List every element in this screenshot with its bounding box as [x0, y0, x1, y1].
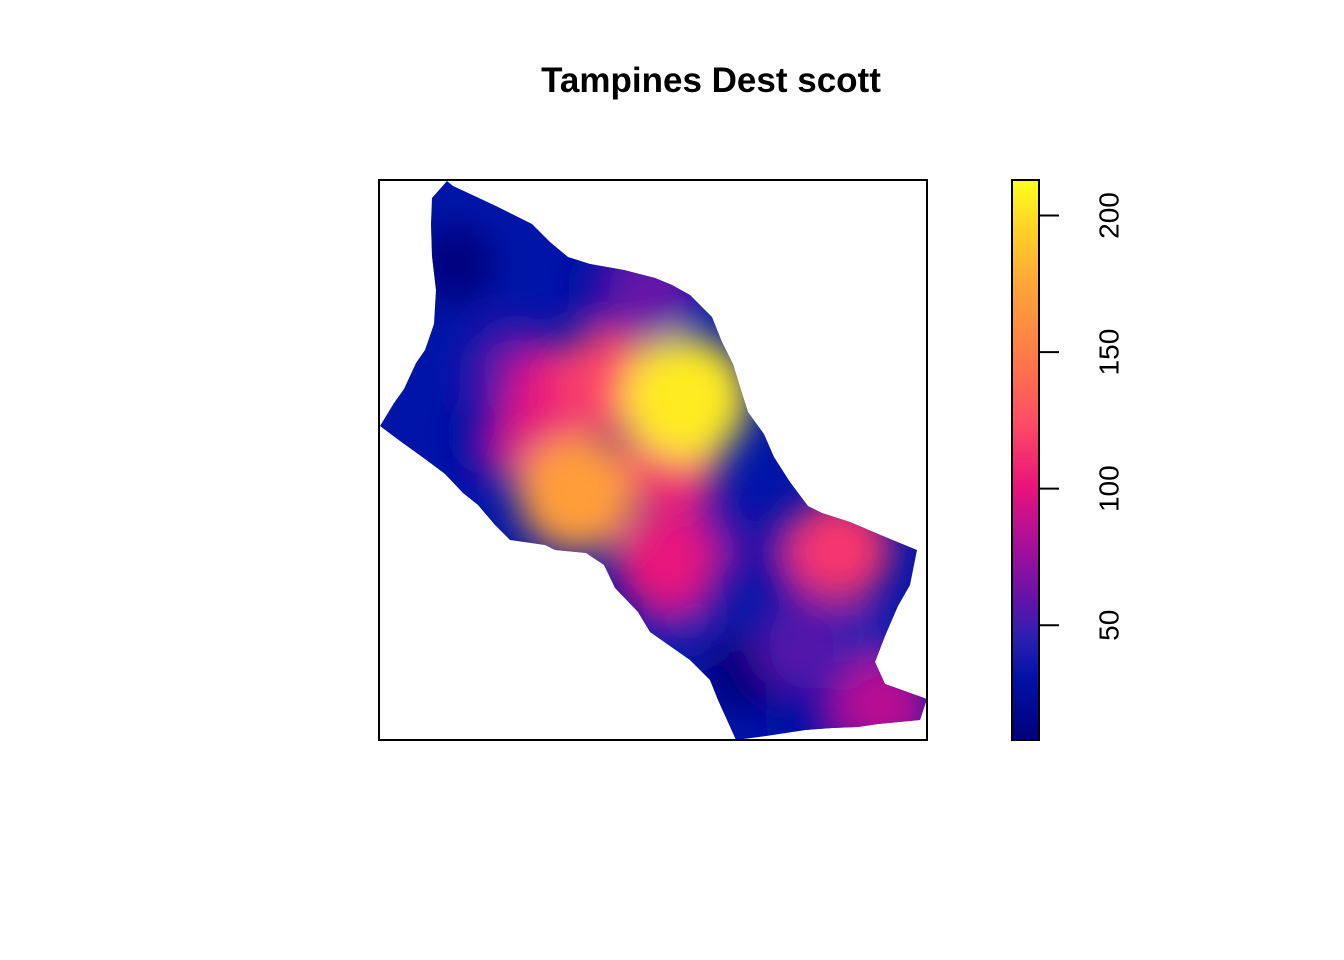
- density-peak: [416, 224, 495, 304]
- density-peak: [756, 600, 846, 690]
- colorbar-tick-label: 50: [1094, 610, 1125, 641]
- colorbar-ticks: 50 100 150 200: [1039, 192, 1125, 641]
- density-peak: [787, 497, 892, 602]
- plot-frame: [378, 179, 928, 741]
- colorbar-tick-label: 100: [1094, 465, 1125, 512]
- colorbar: 50 100 150 200: [1011, 179, 1125, 741]
- chart-title: Tampines Dest scott: [541, 61, 881, 100]
- colorbar-tick-label: 200: [1094, 192, 1125, 239]
- density-peak: [517, 434, 636, 553]
- density-peak: [607, 246, 699, 338]
- colorbar-tick-label: 150: [1094, 329, 1125, 376]
- density-surface: [380, 181, 927, 740]
- colorbar-fill: [1012, 180, 1039, 740]
- density-peak: [613, 510, 715, 611]
- colorbar-frame: [1011, 179, 1040, 741]
- density-peak: [622, 335, 749, 462]
